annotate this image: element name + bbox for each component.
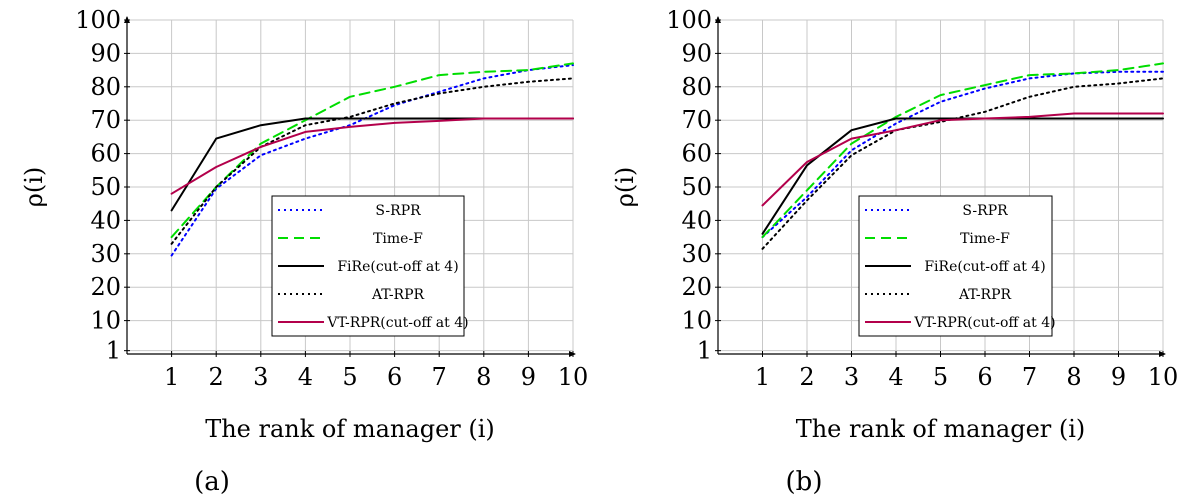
x-tick-label: 10	[1148, 363, 1179, 391]
y-tick-label: 40	[681, 206, 712, 234]
series-line-time-f	[761, 62, 1164, 239]
subfigure-caption: (b)	[786, 467, 823, 497]
x-tick-label: 6	[977, 363, 992, 391]
x-tick-label: 1	[755, 363, 770, 391]
legend: S-RPR Time-F FiRe(cut-off at 4) AT-RPR VT-RP…	[271, 195, 469, 337]
y-tick-label: 70	[90, 106, 121, 134]
x-tick-label: 4	[888, 363, 903, 391]
x-tick-label: 9	[1111, 363, 1126, 391]
series-group	[761, 62, 1164, 250]
y-axis-label: ρ(i)	[20, 167, 48, 208]
x-tick-label: 6	[387, 363, 402, 391]
legend-label: FiRe(cut-off at 4)	[337, 259, 458, 275]
x-tick-label: 7	[1022, 363, 1037, 391]
series-line-s-rpr	[170, 64, 574, 257]
x-tick-label: 5	[933, 363, 948, 391]
legend-label: FiRe(cut-off at 4)	[924, 259, 1045, 275]
y-tick-label: 1	[697, 337, 712, 365]
y-tick-label: 50	[90, 173, 121, 201]
y-tick-label: 60	[90, 140, 121, 168]
x-tick-label: 3	[253, 363, 268, 391]
legend-label: Time-F	[960, 231, 1010, 247]
series-line-vt-rpr-cut-off-at-4	[170, 117, 574, 195]
series-line-vt-rpr-cut-off-at-4	[761, 112, 1164, 207]
x-tick-label: 8	[1066, 363, 1081, 391]
x-tick-label: 5	[342, 363, 357, 391]
y-tick-label: 10	[90, 307, 121, 335]
legend-label: AT-RPR	[371, 287, 425, 303]
y-tick-label: 20	[90, 273, 121, 301]
legend-label: VT-RPR(cut-off at 4)	[913, 315, 1055, 331]
series-line-time-f	[170, 62, 574, 239]
y-tick-label: 30	[90, 240, 121, 268]
x-tick-label: 9	[521, 363, 536, 391]
legend-label: S-RPR	[962, 203, 1008, 219]
legend-label: AT-RPR	[958, 287, 1012, 303]
x-tick-label: 2	[799, 363, 814, 391]
legend-label: S-RPR	[375, 203, 421, 219]
series-line-at-rpr	[170, 77, 574, 245]
x-tick-label: 4	[298, 363, 313, 391]
y-tick-label: 50	[681, 173, 712, 201]
y-tick-label: 90	[90, 39, 121, 67]
y-tick-label: 100	[666, 6, 712, 34]
y-axis-label: ρ(i)	[611, 167, 639, 208]
series-group	[170, 62, 574, 257]
y-tick-label: 20	[681, 273, 712, 301]
y-tick-label: 40	[90, 206, 121, 234]
x-tick-label: 1	[164, 363, 179, 391]
y-tick-label: 80	[90, 73, 121, 101]
legend-label: VT-RPR(cut-off at 4)	[326, 315, 468, 331]
x-axis-label: The rank of manager (i)	[205, 415, 495, 443]
legend-label: Time-F	[373, 231, 423, 247]
subfigure-caption: (a)	[194, 467, 230, 497]
x-tick-label: 7	[432, 363, 447, 391]
y-tick-label: 10	[681, 307, 712, 335]
y-tick-label: 100	[75, 6, 121, 34]
x-tick-label: 3	[844, 363, 859, 391]
y-tick-label: 30	[681, 240, 712, 268]
y-tick-label: 1	[106, 337, 121, 365]
series-line-at-rpr	[761, 77, 1164, 250]
x-tick-label: 2	[209, 363, 224, 391]
x-axis-label: The rank of manager (i)	[796, 415, 1086, 443]
legend: S-RPR Time-F FiRe(cut-off at 4) AT-RPR VT-RP…	[858, 195, 1056, 337]
y-tick-label: 60	[681, 140, 712, 168]
x-tick-label: 8	[476, 363, 491, 391]
x-tick-label: 10	[558, 363, 589, 391]
y-tick-label: 70	[681, 106, 712, 134]
y-tick-label: 80	[681, 73, 712, 101]
y-tick-label: 90	[681, 39, 712, 67]
